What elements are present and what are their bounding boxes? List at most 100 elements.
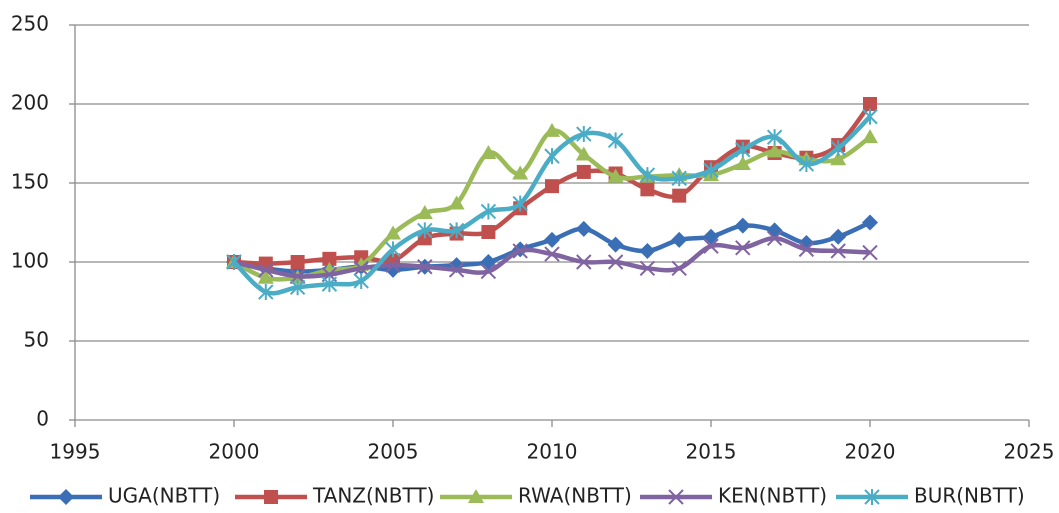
marker [468, 489, 484, 503]
y-tick-label: 200 [11, 91, 49, 115]
marker [607, 254, 624, 270]
legend-label: KEN(NBTT) [718, 484, 827, 508]
marker [289, 279, 306, 296]
marker [544, 122, 560, 137]
marker [862, 214, 878, 231]
y-tick-label: 100 [11, 249, 49, 273]
marker [798, 156, 815, 173]
marker [321, 276, 338, 293]
marker [545, 179, 559, 194]
marker [607, 132, 624, 149]
marker [480, 263, 497, 280]
marker [639, 167, 656, 184]
legend-item: TANZ(NBTT) [235, 484, 434, 508]
marker [575, 146, 592, 161]
marker [416, 205, 433, 220]
marker [607, 168, 624, 183]
marker [862, 244, 878, 261]
marker [512, 195, 528, 212]
marker [481, 224, 496, 239]
marker [417, 222, 433, 239]
marker [735, 141, 751, 158]
legend-label: BUR(NBTT) [914, 484, 1025, 508]
marker [417, 259, 433, 275]
marker [766, 129, 783, 146]
marker [703, 238, 719, 254]
marker [576, 254, 592, 270]
marker [576, 126, 592, 143]
marker [766, 143, 783, 158]
marker [226, 254, 242, 270]
x-tick-label: 2010 [527, 440, 578, 464]
x-tick-label: 2025 [1004, 440, 1055, 464]
marker [544, 231, 560, 248]
marker [385, 257, 401, 273]
marker [353, 260, 369, 277]
marker [480, 203, 497, 220]
marker [734, 156, 751, 171]
marker [703, 228, 719, 245]
marker [512, 243, 528, 259]
marker [671, 170, 687, 187]
marker [448, 222, 465, 239]
marker [671, 260, 687, 277]
marker [864, 489, 880, 505]
legend-item: BUR(NBTT) [836, 484, 1025, 508]
marker [766, 230, 783, 247]
marker [264, 490, 278, 504]
marker [258, 284, 274, 301]
y-tick-label: 150 [11, 170, 49, 194]
marker [607, 236, 624, 253]
y-tick-label: 50 [24, 328, 49, 352]
marker [863, 97, 877, 111]
legend-item: KEN(NBTT) [640, 484, 827, 508]
marker [830, 140, 846, 157]
marker [862, 108, 878, 125]
marker [639, 260, 656, 277]
marker [576, 164, 591, 179]
marker [544, 148, 560, 165]
marker [289, 268, 306, 284]
marker [544, 246, 560, 262]
marker [290, 255, 305, 269]
marker [703, 162, 719, 179]
legend-item: UGA(NBTT) [30, 484, 220, 508]
marker [672, 188, 687, 203]
legend-label: UGA(NBTT) [108, 484, 220, 508]
marker [322, 251, 337, 266]
marker [58, 489, 74, 505]
marker [448, 195, 465, 210]
marker [766, 222, 783, 239]
x-tick-label: 2000 [209, 440, 260, 464]
marker [512, 165, 529, 180]
x-tick-label: 2015 [686, 440, 737, 464]
marker [353, 272, 369, 289]
y-tick-label: 0 [36, 407, 49, 431]
marker [480, 254, 497, 270]
marker [258, 262, 274, 278]
marker [830, 151, 847, 166]
marker [735, 240, 751, 256]
marker [480, 144, 497, 159]
marker [640, 182, 655, 197]
legend-label: RWA(NBTT) [518, 484, 632, 508]
marker [257, 269, 274, 284]
marker [639, 242, 656, 259]
marker [575, 220, 592, 237]
marker [734, 217, 751, 234]
marker [798, 241, 815, 258]
marker [668, 489, 684, 505]
legend-label: TANZ(NBTT) [312, 484, 434, 508]
x-tick-label: 2020 [845, 440, 896, 464]
marker [671, 231, 688, 248]
marker [830, 243, 846, 259]
marker [830, 228, 847, 245]
marker [385, 225, 401, 240]
x-tick-label: 1995 [50, 440, 101, 464]
y-tick-label: 250 [11, 12, 49, 36]
marker [862, 129, 878, 144]
legend-item: RWA(NBTT) [440, 484, 632, 508]
x-tick-label: 2005 [368, 440, 419, 464]
marker [448, 262, 465, 278]
